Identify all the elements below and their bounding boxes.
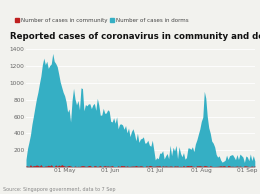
Text: Reported cases of coronavirus in community and dorms: Reported cases of coronavirus in communi…	[10, 31, 260, 41]
Legend: Number of cases in community, Number of cases in dorms: Number of cases in community, Number of …	[13, 16, 191, 25]
Text: Source: Singapore government, data to 7 Sep: Source: Singapore government, data to 7 …	[3, 187, 115, 192]
